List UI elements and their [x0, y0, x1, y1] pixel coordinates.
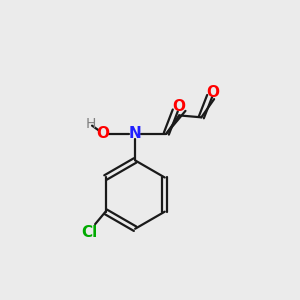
Text: Cl: Cl	[81, 225, 97, 240]
Text: O: O	[172, 99, 185, 114]
Text: H: H	[85, 117, 96, 131]
Text: O: O	[97, 126, 110, 141]
Text: O: O	[207, 85, 220, 100]
Text: N: N	[129, 126, 142, 141]
